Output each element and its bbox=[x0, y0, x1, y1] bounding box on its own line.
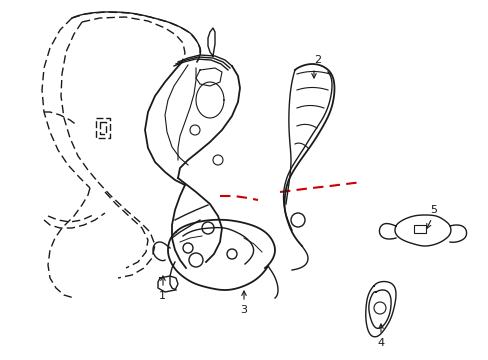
Text: 4: 4 bbox=[377, 338, 384, 348]
Text: 3: 3 bbox=[240, 305, 247, 315]
Text: 5: 5 bbox=[429, 205, 437, 215]
Bar bbox=[413, 225, 425, 233]
Text: 1: 1 bbox=[158, 291, 165, 301]
Text: 2: 2 bbox=[314, 55, 321, 65]
